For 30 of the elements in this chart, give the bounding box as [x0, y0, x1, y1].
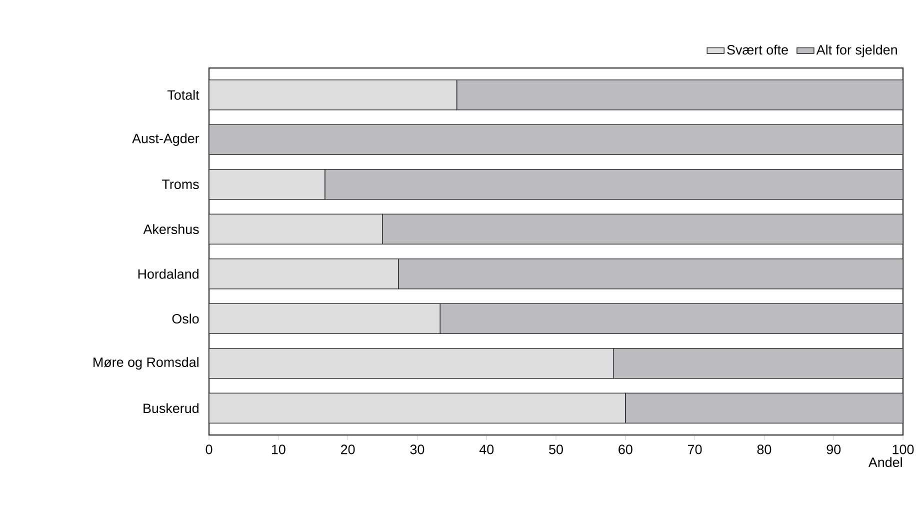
- y-tick-label: Møre og Romsdal: [94, 357, 198, 370]
- bar: [209, 258, 399, 290]
- x-tick-label: 20: [341, 444, 355, 454]
- bar: [209, 168, 326, 200]
- x-tick-label: 100: [892, 444, 914, 454]
- y-tick-label: Hordaland: [138, 268, 198, 279]
- x-tick-label: 10: [272, 444, 286, 454]
- x-tick-label: 90: [826, 444, 841, 454]
- x-tick-label: 0: [206, 444, 212, 454]
- bar: [209, 214, 383, 245]
- y-tick-label: Oslo: [172, 314, 199, 324]
- bar: [209, 348, 614, 379]
- x-tick-label: 70: [688, 444, 702, 454]
- y-tick-label: Troms: [162, 180, 199, 190]
- x-tick-label: 50: [549, 444, 563, 454]
- bar: [209, 79, 458, 110]
- y-tick-label: Buskerud: [144, 403, 198, 414]
- legend-label: Svært ofte: [727, 44, 788, 55]
- x-tick-label: 30: [410, 444, 424, 454]
- bar: [209, 124, 904, 156]
- y-tick-label: Aust-Agder: [132, 133, 200, 146]
- x-tick-label: 40: [479, 444, 494, 454]
- legend-label: Alt for sjelden: [816, 44, 897, 58]
- bar: [209, 392, 626, 424]
- x-tick-label: 80: [757, 444, 772, 454]
- y-tick-label: Totalt: [167, 90, 200, 100]
- x-axis-title: Andel: [868, 457, 902, 468]
- y-tick-label: Akershus: [143, 224, 199, 234]
- x-tick-label: 60: [618, 444, 632, 454]
- bar: [209, 303, 441, 334]
